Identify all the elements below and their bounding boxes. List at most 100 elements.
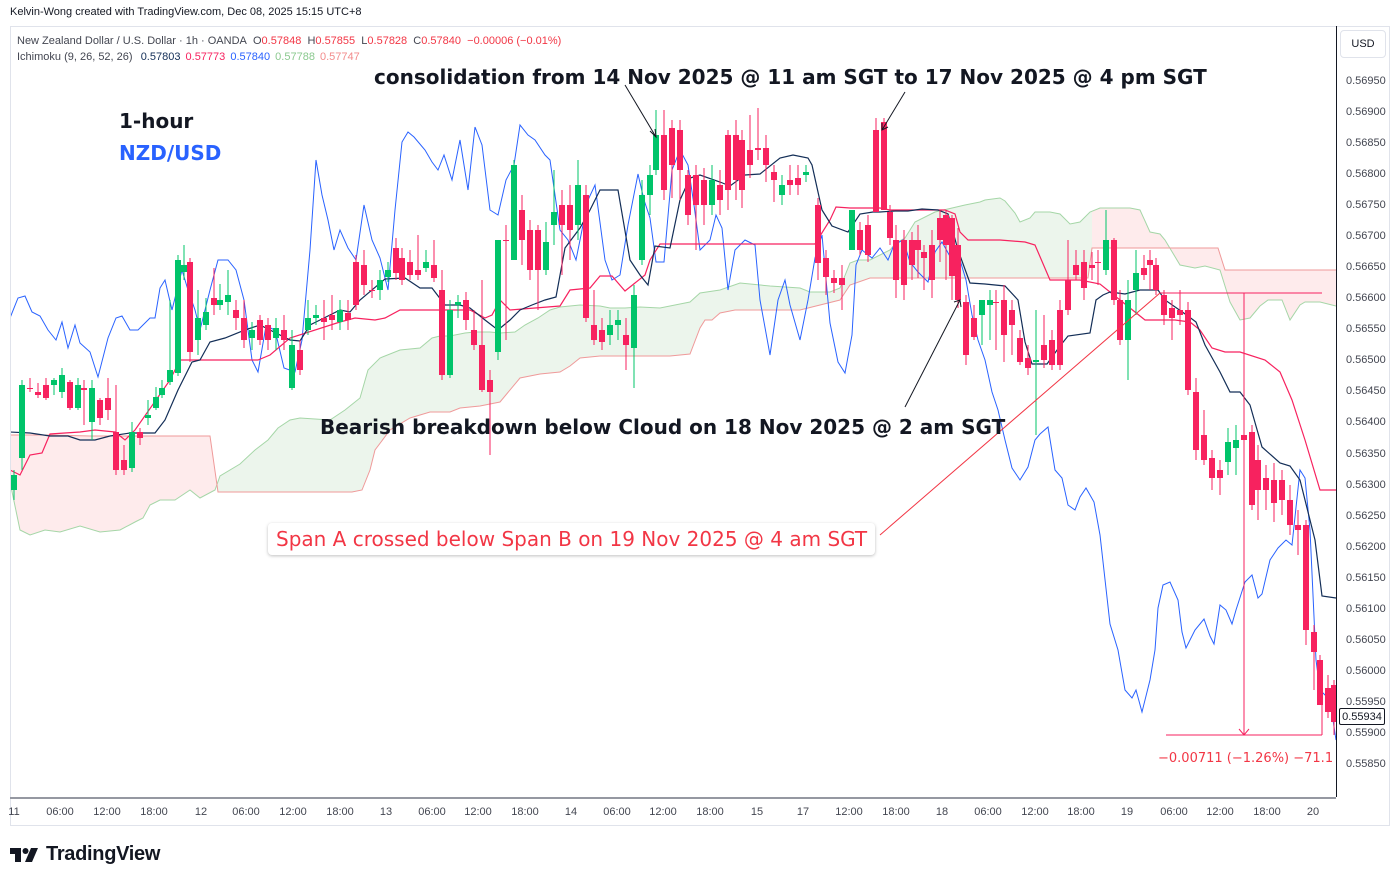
candlestick-series [11, 108, 1336, 735]
price-tick-label: 0.56600 [1346, 292, 1386, 305]
price-tick-label: 0.56800 [1346, 168, 1386, 181]
close-value: 0.57840 [421, 35, 462, 47]
time-tick-label: 20 [1306, 806, 1320, 818]
price-tick-label: 0.55850 [1346, 757, 1386, 770]
arrowhead-icon [953, 299, 962, 308]
close-label: C [413, 35, 422, 47]
arrow-breakdown [904, 299, 961, 408]
price-tick-label: 0.56300 [1346, 478, 1386, 491]
time-tick-label: 12:00 [649, 806, 677, 818]
symbol-title: New Zealand Dollar / U.S. Dollar · 1h · … [17, 35, 247, 47]
time-tick-label: 06:00 [974, 806, 1002, 818]
price-tick-label: 0.56400 [1346, 416, 1386, 429]
time-tick-label: 19 [1120, 806, 1134, 818]
time-tick-label: 18:00 [1253, 806, 1281, 818]
time-tick-label: 13 [379, 806, 393, 818]
price-tick-label: 0.56700 [1346, 230, 1386, 243]
span-b-value: 0.57747 [320, 51, 360, 63]
price-tick-label: 0.56550 [1346, 323, 1386, 336]
low-label: L [361, 35, 368, 47]
chart-frame [10, 26, 1390, 826]
price-tick-label: 0.56650 [1346, 261, 1386, 274]
price-tick-label: 0.56500 [1346, 354, 1386, 367]
tradingview-logo-icon [10, 847, 38, 862]
change-value: −0.00006 (−0.01%) [467, 35, 562, 47]
span-a-line [11, 197, 1336, 536]
time-tick-label: 18:00 [140, 806, 168, 818]
time-tick-label: 12:00 [464, 806, 492, 818]
arrow-consolidation-start [624, 84, 657, 138]
symbol-legend-row: New Zealand Dollar / U.S. Dollar · 1h · … [17, 33, 561, 49]
tenkan-value: 0.57803 [140, 51, 181, 63]
price-tick-label: 0.56900 [1346, 106, 1386, 119]
time-tick-label: 18:00 [696, 806, 724, 818]
price-tick-label: 0.56450 [1346, 385, 1386, 398]
chart-credit: Kelvin-Wong created with TradingView.com… [10, 6, 362, 18]
timeframe-annotation: 1-hour [119, 109, 194, 133]
time-tick-label: 12:00 [1206, 806, 1234, 818]
time-tick-label: 18:00 [882, 806, 910, 818]
chikou-value: 0.57840 [230, 51, 271, 63]
tradingview-logo-text: TradingView [46, 843, 161, 865]
span-b-line [11, 247, 1336, 493]
time-tick-label: 06:00 [1160, 806, 1188, 818]
price-tick-label: 0.56950 [1346, 75, 1386, 87]
low-value: 0.57828 [367, 35, 408, 47]
arrowhead-icon [881, 123, 889, 131]
last-price-label: 0.55934 [1339, 708, 1385, 725]
kijun-value: 0.57773 [185, 51, 226, 63]
time-tick-label: 14 [564, 806, 578, 818]
price-tick-label: 0.56100 [1346, 602, 1386, 615]
price-tick-label: 0.56050 [1346, 633, 1386, 646]
price-tick-label: 0.56850 [1346, 137, 1386, 150]
chikou-span-line [11, 123, 1336, 741]
indicator-legend-row[interactable]: Ichimoku (9, 26, 52, 26) 0.57803 0.57773… [17, 49, 561, 65]
time-tick-label: 12 [194, 806, 208, 818]
time-axis[interactable] [10, 797, 1336, 826]
price-tick-label: 0.56200 [1346, 540, 1386, 553]
high-label: H [307, 35, 316, 47]
time-tick-label: 18:00 [1067, 806, 1095, 818]
price-range-measure-label: −0.00711 (−1.26%) −71.1 [1158, 751, 1334, 766]
arrowhead-icon [649, 128, 657, 139]
time-tick-label: 15 [750, 806, 764, 818]
span-cross-callout: Span A crossed below Span B on 19 Nov 20… [268, 523, 876, 555]
price-tick-label: 0.56250 [1346, 509, 1386, 522]
time-tick-label: 18:00 [511, 806, 539, 818]
time-tick-label: 06:00 [46, 806, 74, 818]
time-tick-label: 12:00 [279, 806, 307, 818]
time-tick-label: 18:00 [326, 806, 354, 818]
time-tick-label: 18 [935, 806, 949, 818]
span-a-value: 0.57788 [275, 51, 315, 63]
open-label: O [252, 35, 262, 47]
high-value: 0.57855 [315, 35, 356, 47]
price-tick-label: 0.56750 [1346, 199, 1386, 212]
chart-drawings [879, 292, 1323, 736]
price-tick-label: 0.55950 [1346, 695, 1386, 708]
price-tick-label: 0.56150 [1346, 571, 1386, 584]
indicator-title: Ichimoku (9, 26, 52, 26) [17, 51, 133, 63]
chart-legend: New Zealand Dollar / U.S. Dollar · 1h · … [17, 33, 561, 65]
price-tick-label: 0.55900 [1346, 726, 1386, 739]
time-tick-label: 11 [8, 806, 20, 818]
time-tick-label: 12:00 [1021, 806, 1049, 818]
price-tick-label: 0.56350 [1346, 447, 1386, 460]
price-tick-label: 0.56000 [1346, 664, 1386, 677]
time-tick-label: 17 [796, 806, 810, 818]
arrow-consolidation-end [881, 91, 906, 131]
open-value: 0.57848 [261, 35, 302, 47]
consolidation-annotation: consolidation from 14 Nov 2025 @ 11 am S… [374, 65, 1207, 89]
time-tick-label: 06:00 [418, 806, 446, 818]
kijun-sen-line [11, 206, 1336, 491]
tradingview-logo: TradingView [10, 843, 160, 866]
time-tick-label: 12:00 [835, 806, 863, 818]
breakdown-annotation: Bearish breakdown below Cloud on 18 Nov … [320, 415, 1006, 439]
time-tick-label: 06:00 [232, 806, 260, 818]
ichimoku-cloud [11, 198, 1336, 535]
time-tick-label: 12:00 [93, 806, 121, 818]
price-scale[interactable] [1336, 26, 1389, 797]
pair-annotation: NZD/USD [119, 141, 222, 165]
currency-button[interactable]: USD [1340, 30, 1386, 58]
time-tick-label: 06:00 [603, 806, 631, 818]
